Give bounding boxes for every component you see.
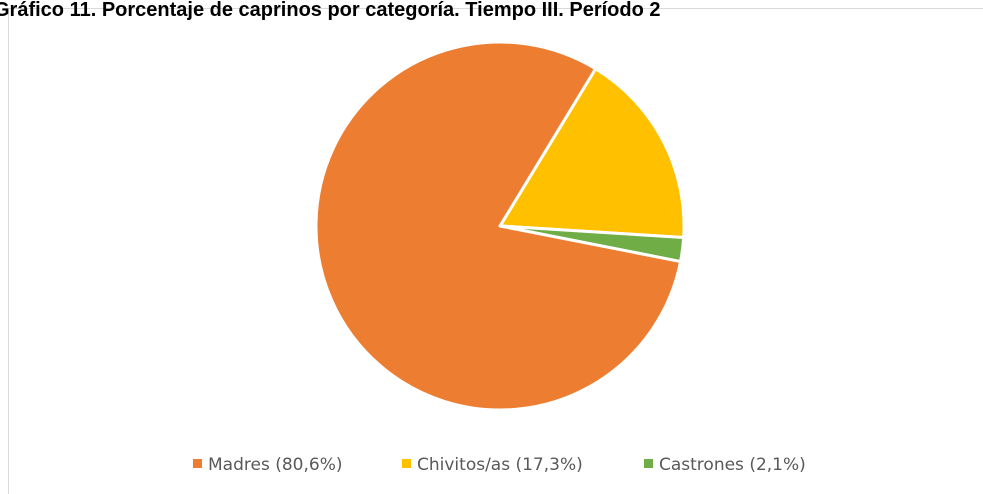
pie-slice-madres xyxy=(314,40,683,412)
chart-title: Gráfico 11. Porcentaje de caprinos por c… xyxy=(0,0,661,21)
legend-item-madres-label: Madres (80,6%) xyxy=(208,455,342,475)
chart-area-border xyxy=(8,8,983,494)
legend-item-chivitos-label: Chivitos/as (17,3%) xyxy=(417,455,583,475)
legend: Madres (80,6%) Chivitos/as (17,3%) Castron… xyxy=(193,455,806,475)
pie-slice-chivitos xyxy=(498,67,686,239)
legend-item-chivitos-swatch xyxy=(402,459,411,468)
legend-item-castrones-label: Castrones (2,1%) xyxy=(659,455,806,475)
legend-item-madres-swatch xyxy=(193,459,202,468)
legend-item-castrones-swatch xyxy=(644,459,653,468)
pie-slices xyxy=(314,40,686,412)
